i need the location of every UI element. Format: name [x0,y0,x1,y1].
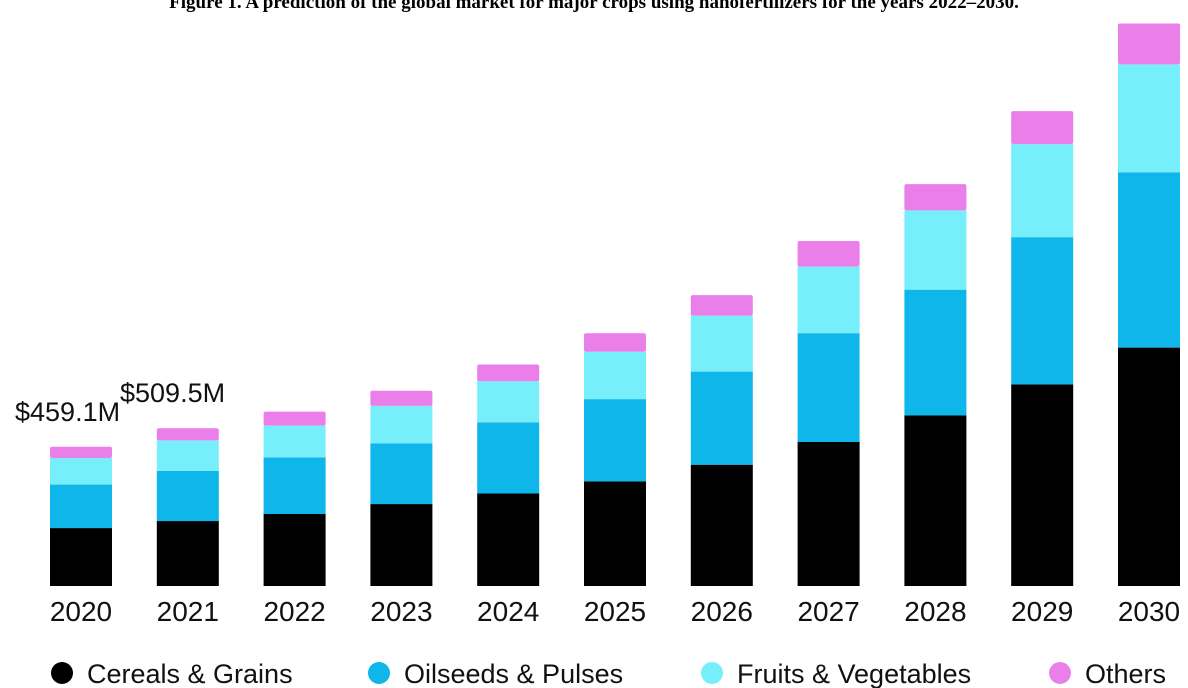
bar-fruits-vegetables-2025 [584,351,646,400]
legend-label: Fruits & Vegetables [737,659,971,688]
bar-fruits-vegetables-2024 [477,381,540,423]
x-tick-label: 2026 [691,596,753,627]
bar-others-2028 [904,184,967,211]
bar-oilseeds-pulses-2021 [156,470,219,522]
x-tick-label: 2022 [263,596,325,627]
bar-fruits-vegetables-2027 [797,266,860,334]
bar-others-2026 [690,295,753,316]
bar-others-2029 [1011,111,1074,145]
bars-group [50,23,1180,586]
bar-oilseeds-pulses-2026 [690,371,753,465]
bar-others-2020 [50,446,112,458]
bar-others-2027 [797,241,860,267]
bar-cereals-grains-2027 [797,442,860,586]
bar-oilseeds-pulses-2027 [797,333,860,442]
bar-others-2030 [1118,23,1180,65]
bar-fruits-vegetables-2029 [1011,144,1074,238]
annotations-group: $459.1M$509.5M [15,378,225,427]
x-tick-label: 2020 [50,596,112,627]
legend-marker-cereals-grains [51,662,73,684]
x-tick-label: 2027 [797,596,859,627]
x-tick-label: 2024 [477,596,539,627]
bar-others-2023 [370,390,433,406]
bar-oilseeds-pulses-2030 [1118,172,1180,348]
bar-cereals-grains-2022 [263,514,326,586]
bar-others-2024 [477,364,540,382]
bar-cereals-grains-2026 [690,464,753,586]
bar-cereals-grains-2030 [1118,347,1180,586]
bar-fruits-vegetables-2022 [263,425,326,458]
bar-cereals-grains-2021 [156,521,219,586]
bar-fruits-vegetables-2028 [904,210,967,290]
legend-label: Cereals & Grains [87,659,293,688]
bar-fruits-vegetables-2030 [1118,64,1180,173]
x-tick-label: 2025 [584,596,646,627]
bar-cereals-grains-2020 [50,528,112,586]
bar-oilseeds-pulses-2025 [584,399,646,482]
bar-oilseeds-pulses-2024 [477,422,540,494]
x-tick-label: 2023 [370,596,432,627]
bar-oilseeds-pulses-2029 [1011,237,1074,385]
legend-marker-oilseeds-pulses [368,662,390,684]
bar-oilseeds-pulses-2020 [50,484,112,529]
legend-label: Others [1085,659,1166,688]
bar-others-2025 [584,333,646,352]
bar-cereals-grains-2025 [584,481,646,586]
x-tick-label: 2030 [1118,596,1180,627]
bar-cereals-grains-2028 [904,415,967,586]
bar-oilseeds-pulses-2023 [370,443,433,505]
legend-label: Oilseeds & Pulses [404,659,623,688]
legend-marker-others [1049,662,1071,684]
legend: Cereals & Grains Oilseeds & Pulses Fruits … [51,659,1166,688]
bar-cereals-grains-2029 [1011,384,1074,586]
bar-oilseeds-pulses-2022 [263,457,326,514]
chart-title: Figure 1. A prediction of the global mar… [169,0,1019,13]
x-axis-ticks: 2020 2021 2022 2023 2024 2025 2026 2027 2028 2029… [50,596,1180,627]
total-annotation: $509.5M [120,378,225,408]
total-annotation: $459.1M [15,397,120,427]
bar-cereals-grains-2024 [477,493,540,586]
x-tick-label: 2028 [904,596,966,627]
bar-fruits-vegetables-2023 [370,405,433,444]
bar-oilseeds-pulses-2028 [904,289,967,416]
bar-others-2021 [156,428,219,441]
bar-cereals-grains-2023 [370,504,433,586]
legend-marker-fruits-vegetables [701,662,723,684]
bar-others-2022 [263,411,326,426]
bar-fruits-vegetables-2026 [690,315,753,372]
x-tick-label: 2021 [157,596,219,627]
bar-fruits-vegetables-2021 [156,440,219,471]
x-tick-label: 2029 [1011,596,1073,627]
bar-fruits-vegetables-2020 [50,458,112,485]
